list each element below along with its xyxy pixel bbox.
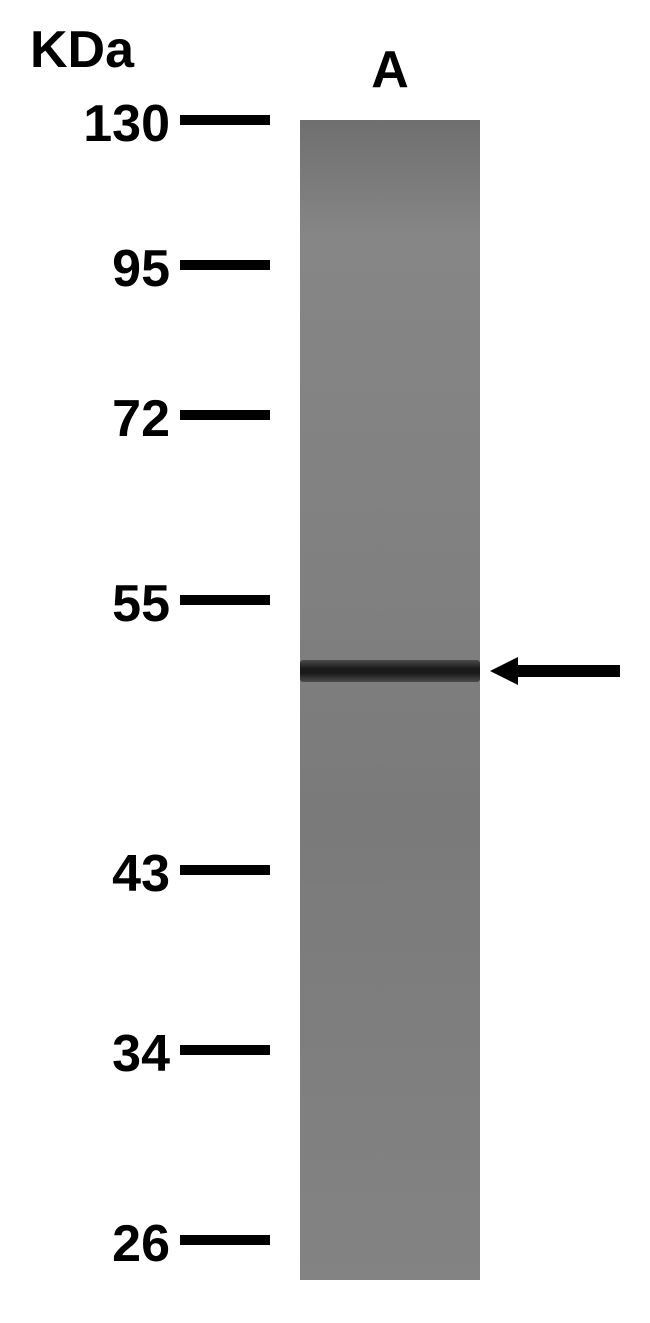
band-indicator-arrow <box>490 657 620 685</box>
marker-label: 95 <box>0 239 170 299</box>
arrow-line <box>518 665 620 677</box>
marker-label: 43 <box>0 844 170 904</box>
marker-tick <box>180 1235 270 1245</box>
marker-tick <box>180 865 270 875</box>
lane-label-a: A <box>300 40 480 100</box>
western-blot: KDa 130 95 72 55 43 34 26 A <box>0 0 650 1323</box>
marker-label: 130 <box>0 94 170 154</box>
marker-label: 26 <box>0 1214 170 1274</box>
marker-label: 72 <box>0 389 170 449</box>
axis-label-kda: KDa <box>30 20 134 80</box>
marker-tick <box>180 115 270 125</box>
gel-lane <box>300 120 480 1280</box>
arrow-head <box>490 657 518 685</box>
marker-tick <box>180 595 270 605</box>
marker-label: 34 <box>0 1024 170 1084</box>
marker-tick <box>180 260 270 270</box>
protein-band <box>300 660 480 682</box>
marker-tick <box>180 410 270 420</box>
marker-label: 55 <box>0 574 170 634</box>
marker-tick <box>180 1045 270 1055</box>
